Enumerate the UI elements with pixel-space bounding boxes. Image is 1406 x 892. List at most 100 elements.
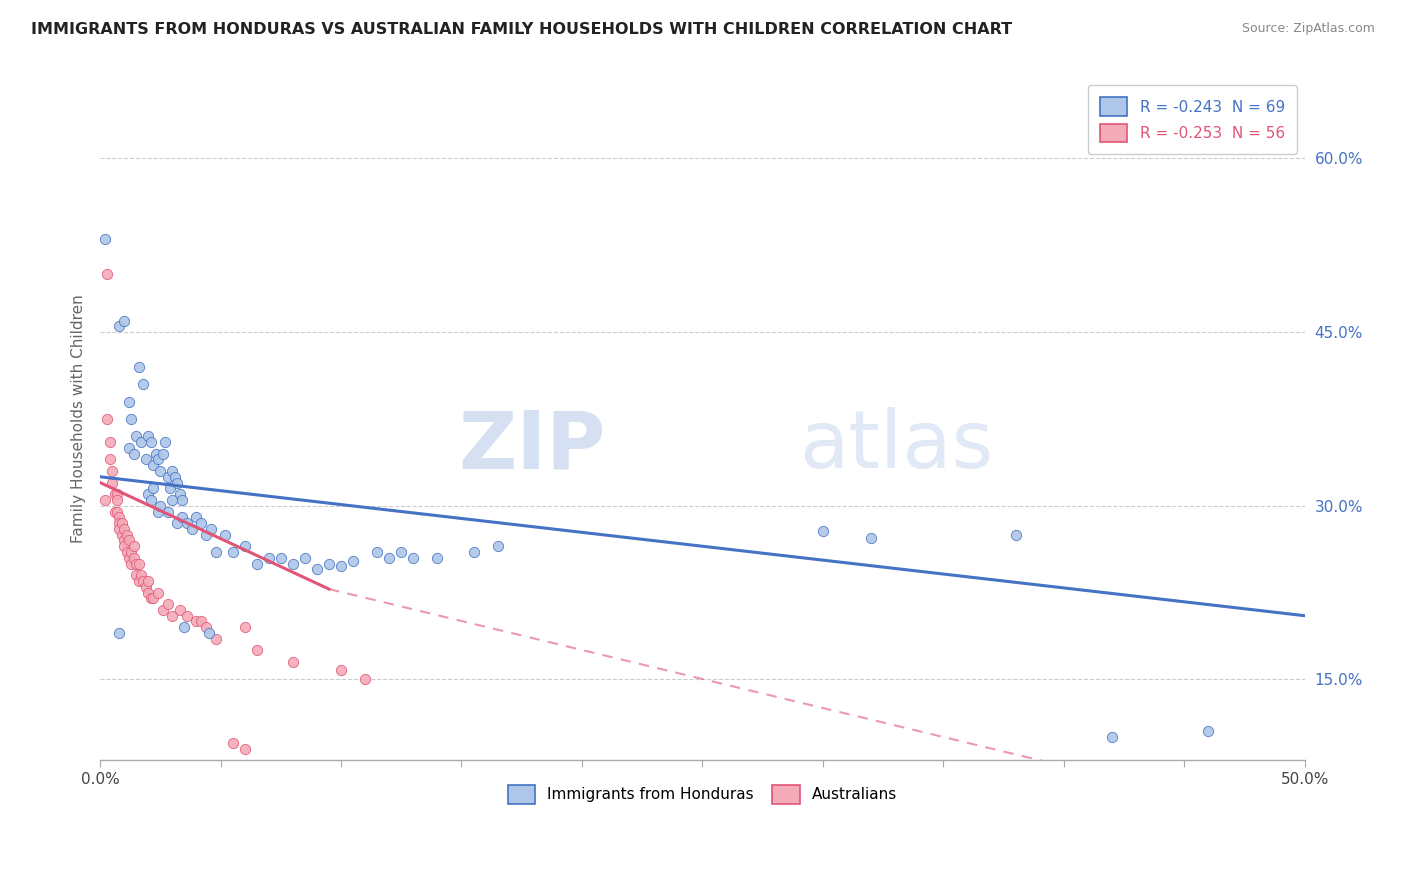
Point xyxy=(149,499,172,513)
Point xyxy=(132,574,155,588)
Point xyxy=(115,545,138,559)
Point xyxy=(281,655,304,669)
Point xyxy=(122,447,145,461)
Point xyxy=(197,626,219,640)
Point xyxy=(135,580,157,594)
Point xyxy=(246,557,269,571)
Point xyxy=(166,475,188,490)
Point xyxy=(170,492,193,507)
Point xyxy=(221,545,243,559)
Point xyxy=(330,558,353,573)
Point xyxy=(318,557,340,571)
Point xyxy=(860,531,883,545)
Point xyxy=(163,470,186,484)
Point xyxy=(170,510,193,524)
Point xyxy=(354,673,377,687)
Point xyxy=(111,527,134,541)
Point xyxy=(463,545,485,559)
Point xyxy=(204,545,226,559)
Point xyxy=(190,615,212,629)
Point xyxy=(156,504,179,518)
Point xyxy=(233,741,256,756)
Point xyxy=(135,452,157,467)
Point xyxy=(129,568,152,582)
Point xyxy=(120,412,142,426)
Point xyxy=(128,557,150,571)
Point xyxy=(378,550,401,565)
Point xyxy=(190,516,212,530)
Point xyxy=(195,620,218,634)
Point xyxy=(152,447,174,461)
Point xyxy=(136,574,159,588)
Point xyxy=(330,663,353,677)
Point xyxy=(118,533,141,548)
Point xyxy=(153,435,176,450)
Point xyxy=(402,550,425,565)
Point xyxy=(125,557,148,571)
Point xyxy=(98,452,121,467)
Point xyxy=(94,232,117,246)
Point xyxy=(257,550,280,565)
Point xyxy=(366,545,388,559)
Point xyxy=(139,591,162,606)
Point xyxy=(426,550,449,565)
Point xyxy=(118,550,141,565)
Point xyxy=(145,447,167,461)
Point xyxy=(152,603,174,617)
Point xyxy=(159,481,181,495)
Point xyxy=(186,510,208,524)
Point xyxy=(118,394,141,409)
Point xyxy=(1004,527,1026,541)
Point xyxy=(389,545,412,559)
Point xyxy=(162,464,184,478)
Point xyxy=(96,267,118,281)
Point xyxy=(142,591,165,606)
Point xyxy=(221,736,243,750)
Point xyxy=(128,574,150,588)
Point xyxy=(108,319,131,334)
Point xyxy=(486,539,509,553)
Point xyxy=(105,504,128,518)
Point xyxy=(112,522,135,536)
Point xyxy=(103,487,125,501)
Point xyxy=(156,470,179,484)
Point xyxy=(129,435,152,450)
Point xyxy=(233,620,256,634)
Point xyxy=(94,492,117,507)
Point xyxy=(120,557,142,571)
Point xyxy=(139,435,162,450)
Point xyxy=(108,510,131,524)
Point xyxy=(101,464,124,478)
Point xyxy=(305,562,328,576)
Point xyxy=(166,516,188,530)
Point xyxy=(136,585,159,599)
Point xyxy=(294,550,316,565)
Point xyxy=(96,412,118,426)
Point xyxy=(125,429,148,443)
Point xyxy=(281,557,304,571)
Point xyxy=(149,464,172,478)
Point xyxy=(169,487,191,501)
Point xyxy=(136,429,159,443)
Point xyxy=(118,441,141,455)
Point xyxy=(173,620,195,634)
Text: ZIP: ZIP xyxy=(458,408,606,485)
Point xyxy=(169,603,191,617)
Point xyxy=(142,458,165,473)
Point xyxy=(146,504,169,518)
Point xyxy=(1101,730,1123,744)
Point xyxy=(122,550,145,565)
Point xyxy=(120,545,142,559)
Point xyxy=(112,533,135,548)
Point xyxy=(204,632,226,646)
Point xyxy=(105,492,128,507)
Point xyxy=(270,550,292,565)
Point xyxy=(195,527,218,541)
Point xyxy=(132,377,155,392)
Point xyxy=(214,527,236,541)
Point xyxy=(342,554,364,568)
Point xyxy=(233,539,256,553)
Point xyxy=(105,487,128,501)
Point xyxy=(122,539,145,553)
Point xyxy=(125,568,148,582)
